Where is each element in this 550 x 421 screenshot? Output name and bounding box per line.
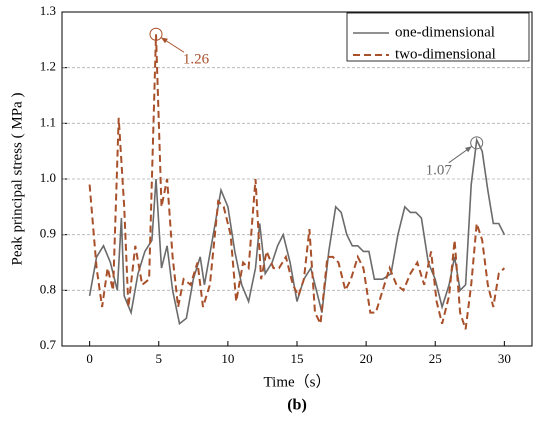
x-axis-label: Time（s） bbox=[264, 373, 331, 390]
y-tick-label: 1.1 bbox=[40, 114, 56, 129]
plot-frame bbox=[61, 11, 533, 347]
subtitle: (b) bbox=[287, 397, 307, 414]
x-tick-label: 25 bbox=[429, 351, 442, 366]
arrow-head bbox=[161, 37, 168, 44]
annotation-label: 1.07 bbox=[426, 162, 453, 178]
x-tick-label: 15 bbox=[291, 351, 304, 366]
series-line bbox=[88, 34, 506, 330]
legend-label: one-dimensional bbox=[395, 24, 495, 40]
x-tick-label: 0 bbox=[86, 351, 93, 366]
annotation-label: 1.26 bbox=[183, 52, 210, 68]
x-tick-label: 10 bbox=[221, 351, 234, 366]
y-tick-label: 0.7 bbox=[40, 337, 57, 352]
y-tick-label: 1.3 bbox=[40, 3, 56, 18]
x-tick-label: 5 bbox=[156, 351, 163, 366]
annotation-marker bbox=[149, 27, 163, 41]
y-axis-label: Peak principal stress ( MPa ) bbox=[9, 93, 25, 266]
y-tick-label: 0.8 bbox=[40, 281, 56, 296]
arrow-head bbox=[464, 146, 472, 153]
y-tick-label: 0.9 bbox=[40, 226, 56, 241]
x-tick-label: 20 bbox=[360, 351, 373, 366]
annotation-marker bbox=[470, 136, 484, 150]
y-tick-label: 1.2 bbox=[40, 59, 56, 74]
legend-box bbox=[346, 12, 530, 62]
y-tick-label: 1.0 bbox=[40, 170, 56, 185]
x-tick-label: 30 bbox=[498, 351, 511, 366]
legend-label: two-dimensional bbox=[395, 46, 496, 62]
